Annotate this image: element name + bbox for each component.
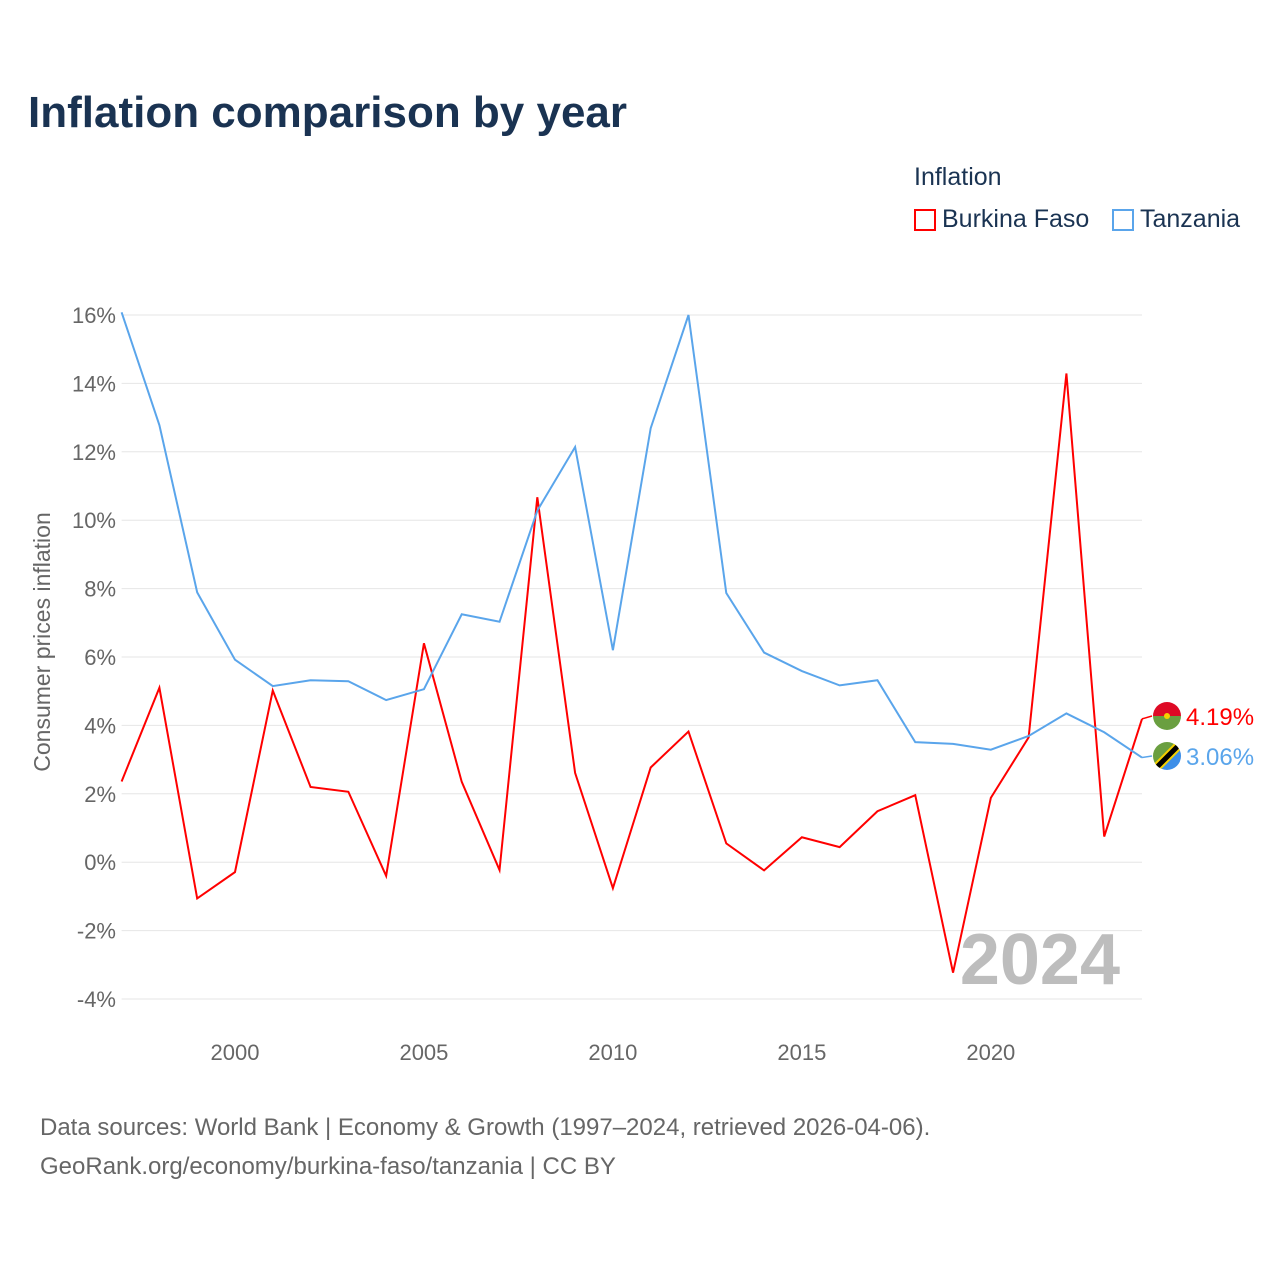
x-tick-label: 2010 xyxy=(588,1040,637,1065)
end-connector xyxy=(1141,715,1153,720)
chart-title: Inflation comparison by year xyxy=(28,88,628,137)
y-tick-label: -4% xyxy=(77,987,116,1012)
x-tick-label: 2020 xyxy=(966,1040,1015,1065)
end-value-label: 4.19% xyxy=(1186,704,1254,731)
y-tick-label: 8% xyxy=(84,577,116,602)
burkina-faso-flag-icon xyxy=(1153,702,1181,730)
legend-swatch xyxy=(1112,208,1134,231)
year-watermark: 2024 xyxy=(960,920,1120,1000)
legend-item-burkina-faso[interactable]: Burkina Faso xyxy=(914,205,1089,234)
series-line-burkina-faso xyxy=(120,373,1143,973)
legend-label: Burkina Faso xyxy=(942,205,1090,233)
x-tick-label: 2005 xyxy=(399,1040,448,1065)
y-tick-label: 2% xyxy=(84,782,116,807)
legend-label: Tanzania xyxy=(1140,205,1241,233)
y-tick-label: 4% xyxy=(84,713,116,738)
x-tick-label: 2015 xyxy=(777,1040,826,1065)
y-tick-label: 16% xyxy=(72,303,116,328)
end-connector xyxy=(1141,755,1153,759)
y-tick-label: 6% xyxy=(84,645,116,670)
y-tick-label: 0% xyxy=(84,850,116,875)
legend-swatch xyxy=(914,208,936,231)
y-tick-label: 12% xyxy=(72,440,116,465)
end-value-label: 3.06% xyxy=(1186,744,1254,771)
tanzania-flag-icon xyxy=(1153,742,1181,770)
source-line: Data sources: World Bank | Economy & Gro… xyxy=(40,1114,931,1141)
y-tick-label: 10% xyxy=(72,508,116,533)
series-line-tanzania xyxy=(120,311,1143,759)
y-tick-label: 14% xyxy=(72,371,116,396)
legend-title: Inflation xyxy=(914,163,1002,191)
x-tick-label: 2000 xyxy=(211,1040,260,1065)
legend-item-tanzania[interactable]: Tanzania xyxy=(1112,205,1240,234)
source-note: Data sources: World Bank | Economy & Gro… xyxy=(40,1108,930,1186)
source-link[interactable]: GeoRank.org/economy/burkina-faso/tanzani… xyxy=(40,1153,616,1180)
y-axis-label: Consumer prices inflation xyxy=(29,512,55,772)
y-tick-label: -2% xyxy=(77,919,116,944)
